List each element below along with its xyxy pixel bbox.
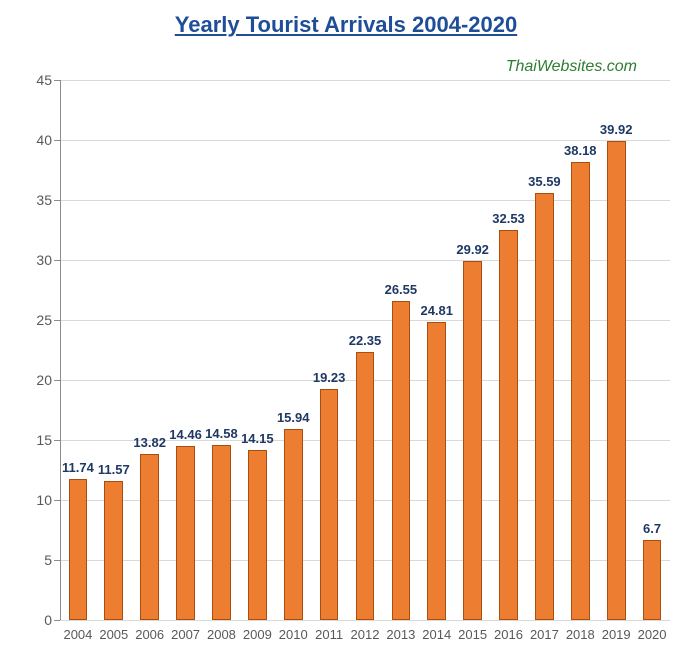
plot-area: 051015202530354045 11.74200411.57200513.…: [60, 80, 670, 620]
bar-value-label: 13.82: [133, 435, 166, 450]
x-tick-label: 2005: [99, 627, 128, 642]
x-tick-label: 2012: [351, 627, 380, 642]
x-tick-label: 2010: [279, 627, 308, 642]
x-tick-label: 2019: [602, 627, 631, 642]
bar: [176, 446, 195, 620]
bar: [356, 352, 375, 620]
bar-value-label: 11.57: [98, 462, 130, 477]
bar-value-label: 39.92: [600, 122, 633, 137]
bar-value-label: 14.58: [205, 426, 238, 441]
bar-value-label: 11.74: [62, 460, 94, 475]
bar: [499, 230, 518, 620]
x-tick-label: 2018: [566, 627, 595, 642]
bar-slot: 14.462007: [168, 80, 204, 620]
y-tick-label: 25: [20, 312, 52, 328]
y-tick-label: 40: [20, 132, 52, 148]
bar: [320, 389, 339, 620]
bar: [140, 454, 159, 620]
bar: [392, 301, 411, 620]
bar: [607, 141, 626, 620]
chart-frame: Yearly Tourist Arrivals 2004-2020 ThaiWe…: [0, 0, 692, 661]
bar: [463, 261, 482, 620]
x-tick-label: 2013: [386, 627, 415, 642]
bar-slot: 38.182018: [562, 80, 598, 620]
bar-slot: 24.812014: [419, 80, 455, 620]
bar: [69, 479, 88, 620]
x-tick-label: 2020: [638, 627, 667, 642]
bar-value-label: 32.53: [492, 211, 525, 226]
x-tick-label: 2016: [494, 627, 523, 642]
bar: [248, 450, 267, 620]
bar-value-label: 19.23: [313, 370, 346, 385]
x-tick-label: 2006: [135, 627, 164, 642]
y-tick-label: 5: [20, 552, 52, 568]
x-tick-label: 2004: [63, 627, 92, 642]
y-tick: [54, 620, 60, 621]
bar-slot: 13.822006: [132, 80, 168, 620]
bar-value-label: 6.7: [643, 521, 661, 536]
bar-slot: 19.232011: [311, 80, 347, 620]
bar-value-label: 14.15: [241, 431, 274, 446]
bar: [104, 481, 123, 620]
bar: [643, 540, 662, 620]
bar-value-label: 15.94: [277, 410, 310, 425]
x-tick-label: 2015: [458, 627, 487, 642]
bar-slot: 26.552013: [383, 80, 419, 620]
bar-value-label: 22.35: [349, 333, 382, 348]
bars-container: 11.74200411.57200513.82200614.46200714.5…: [60, 80, 670, 620]
bar-slot: 32.532016: [491, 80, 527, 620]
x-tick-label: 2007: [171, 627, 200, 642]
bar-slot: 22.352012: [347, 80, 383, 620]
y-tick-label: 15: [20, 432, 52, 448]
y-tick-label: 10: [20, 492, 52, 508]
bar-slot: 11.572005: [96, 80, 132, 620]
bar-slot: 15.942010: [275, 80, 311, 620]
gridline: [60, 620, 670, 621]
y-tick-label: 35: [20, 192, 52, 208]
x-tick-label: 2009: [243, 627, 272, 642]
bar: [212, 445, 231, 620]
bar-slot: 11.742004: [60, 80, 96, 620]
attribution-label: ThaiWebsites.com: [506, 58, 637, 76]
bar-slot: 6.72020: [634, 80, 670, 620]
y-tick-label: 0: [20, 612, 52, 628]
y-tick-label: 30: [20, 252, 52, 268]
bar: [571, 162, 590, 620]
y-tick-label: 20: [20, 372, 52, 388]
bar-slot: 14.582008: [204, 80, 240, 620]
bar-value-label: 38.18: [564, 143, 597, 158]
bar-value-label: 14.46: [169, 427, 202, 442]
bar-slot: 39.922019: [598, 80, 634, 620]
bar-slot: 35.592017: [526, 80, 562, 620]
bar: [535, 193, 554, 620]
x-tick-label: 2017: [530, 627, 559, 642]
bar-value-label: 24.81: [420, 303, 453, 318]
bar-slot: 29.922015: [455, 80, 491, 620]
bar: [284, 429, 303, 620]
chart-title: Yearly Tourist Arrivals 2004-2020: [0, 12, 692, 38]
y-tick-label: 45: [20, 72, 52, 88]
x-tick-label: 2014: [422, 627, 451, 642]
x-tick-label: 2008: [207, 627, 236, 642]
bar-slot: 14.152009: [239, 80, 275, 620]
bar-value-label: 26.55: [385, 282, 418, 297]
bar: [427, 322, 446, 620]
bar-value-label: 29.92: [456, 242, 489, 257]
x-tick-label: 2011: [315, 627, 343, 642]
bar-value-label: 35.59: [528, 174, 561, 189]
